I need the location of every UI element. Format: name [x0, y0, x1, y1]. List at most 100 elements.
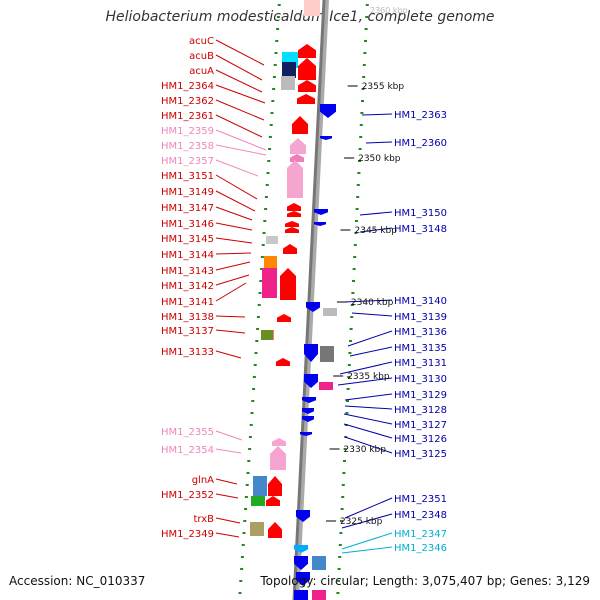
- gene-label-hm1-3137: HM1_3137: [161, 326, 214, 337]
- dot-track-left: [240, 568, 244, 570]
- gene-feature: [304, 0, 320, 16]
- leader-line: [344, 393, 393, 401]
- gene-label-trxb: trxB: [193, 514, 214, 525]
- dot-track-right: [363, 52, 367, 54]
- leader-line: [215, 315, 246, 318]
- dot-track-right: [337, 580, 340, 582]
- leader-line: [361, 113, 393, 116]
- gene-feature: [306, 302, 320, 312]
- dot-track-left: [272, 76, 276, 78]
- dot-track-right: [356, 184, 360, 186]
- dot-track-left: [274, 52, 278, 54]
- dot-track-left: [277, 4, 281, 6]
- dot-track-left: [262, 232, 266, 234]
- gene-label-hm1-3138: HM1_3138: [161, 312, 214, 323]
- gene-label-hm1-3127: HM1_3127: [394, 420, 447, 431]
- dot-track-left: [267, 160, 271, 162]
- leader-line: [215, 517, 241, 524]
- dot-track-right: [352, 280, 355, 282]
- leader-line: [337, 377, 393, 386]
- dot-track-left: [263, 220, 267, 222]
- leader-line: [215, 329, 246, 334]
- gene-feature: [294, 556, 308, 570]
- gene-label-glna: glnA: [192, 475, 214, 486]
- ruler-label: 2335 kbp: [347, 372, 390, 382]
- dot-track-left: [240, 556, 244, 558]
- dot-track-right: [337, 568, 341, 570]
- gene-feature: [302, 408, 314, 414]
- dot-track-left: [272, 88, 276, 90]
- dot-track-right: [342, 472, 346, 474]
- gene-feature: [266, 496, 280, 506]
- gene-feature-hm1-2362: [297, 94, 315, 104]
- gene-feature: [323, 308, 337, 316]
- gene-label-hm1-3149: HM1_3149: [161, 187, 214, 198]
- dot-track-right: [364, 28, 368, 30]
- gene-feature: [320, 136, 332, 140]
- gene-feature-hm1-3149: [287, 211, 301, 217]
- gene-feature: [314, 222, 326, 226]
- gene-label-hm1-2355: HM1_2355: [161, 427, 214, 438]
- dot-track-right: [358, 160, 361, 162]
- dot-track-left: [252, 376, 256, 378]
- dot-track-right: [340, 520, 343, 522]
- gene-label-hm1-3148: HM1_3148: [394, 224, 447, 235]
- leader-line: [215, 222, 253, 231]
- dot-track-right: [360, 112, 364, 114]
- gene-label-hm1-3136: HM1_3136: [394, 327, 447, 338]
- gene-label-hm1-3129: HM1_3129: [394, 390, 447, 401]
- dot-track-left: [247, 460, 251, 462]
- gene-feature: [304, 374, 318, 388]
- dot-track-left: [250, 412, 254, 414]
- leader-line: [215, 493, 239, 499]
- dot-track-left: [256, 316, 260, 318]
- gene-label-acuc: acuC: [189, 36, 214, 47]
- leader-line: [344, 497, 393, 519]
- ruler-label: 2325 kbp: [340, 517, 383, 527]
- leader-line: [341, 532, 393, 550]
- gene-feature: [304, 344, 318, 362]
- leader-line: [215, 532, 240, 538]
- page-title: Heliobacterium modesticaldum Ice1, compl…: [105, 9, 495, 25]
- dot-track-left: [242, 532, 246, 534]
- gene-feature-hm1-2357: [287, 160, 303, 198]
- topology-text: Topology: circular; Length: 3,075,407 bp…: [260, 574, 590, 588]
- gene-feature-hm1-3133: [276, 358, 290, 366]
- leader-line: [341, 513, 393, 529]
- gene-label-hm1-2358: HM1_2358: [161, 141, 214, 152]
- gene-label-hm1-2348: HM1_2348: [394, 510, 447, 521]
- dot-track-left: [238, 592, 242, 594]
- gene-label-hm1-3125: HM1_3125: [394, 449, 447, 460]
- gene-feature: [320, 104, 336, 118]
- dot-track-right: [349, 328, 353, 330]
- leader-line: [344, 436, 393, 454]
- genome-backbone-shadow: [293, 0, 329, 600]
- leader-line: [215, 129, 267, 151]
- leader-line: [215, 84, 266, 104]
- dot-track-left: [239, 580, 243, 582]
- gene-label-hm1-3141: HM1_3141: [161, 297, 214, 308]
- leader-line: [215, 144, 267, 156]
- gene-label-hm1-2359: HM1_2359: [161, 126, 214, 137]
- ruler-label: 2340 kbp: [351, 298, 394, 308]
- gene-feature-acub: [282, 62, 296, 78]
- gene-label-hm1-3151: HM1_3151: [161, 171, 214, 182]
- gene-label-hm1-3146: HM1_3146: [161, 219, 214, 230]
- gene-label-hm1-3147: HM1_3147: [161, 203, 214, 214]
- dot-track-right: [359, 124, 363, 126]
- dot-track-left: [241, 544, 245, 546]
- dot-track-left: [256, 328, 260, 330]
- leader-line: [215, 190, 256, 212]
- dot-track-left: [253, 364, 257, 366]
- gene-feature: [319, 382, 333, 390]
- leader-line: [215, 39, 265, 66]
- gene-label-hm1-2361: HM1_2361: [161, 111, 214, 122]
- dot-track-right: [355, 208, 359, 210]
- dot-track-right: [345, 412, 349, 414]
- dot-track-right: [339, 532, 343, 534]
- gene-label-hm1-2346: HM1_2346: [394, 543, 447, 554]
- dot-track-right: [343, 460, 346, 462]
- gene-label-hm1-3142: HM1_3142: [161, 281, 214, 292]
- gene-feature-hm1-2358: [290, 154, 304, 162]
- gene-label-hm1-2347: HM1_2347: [394, 529, 447, 540]
